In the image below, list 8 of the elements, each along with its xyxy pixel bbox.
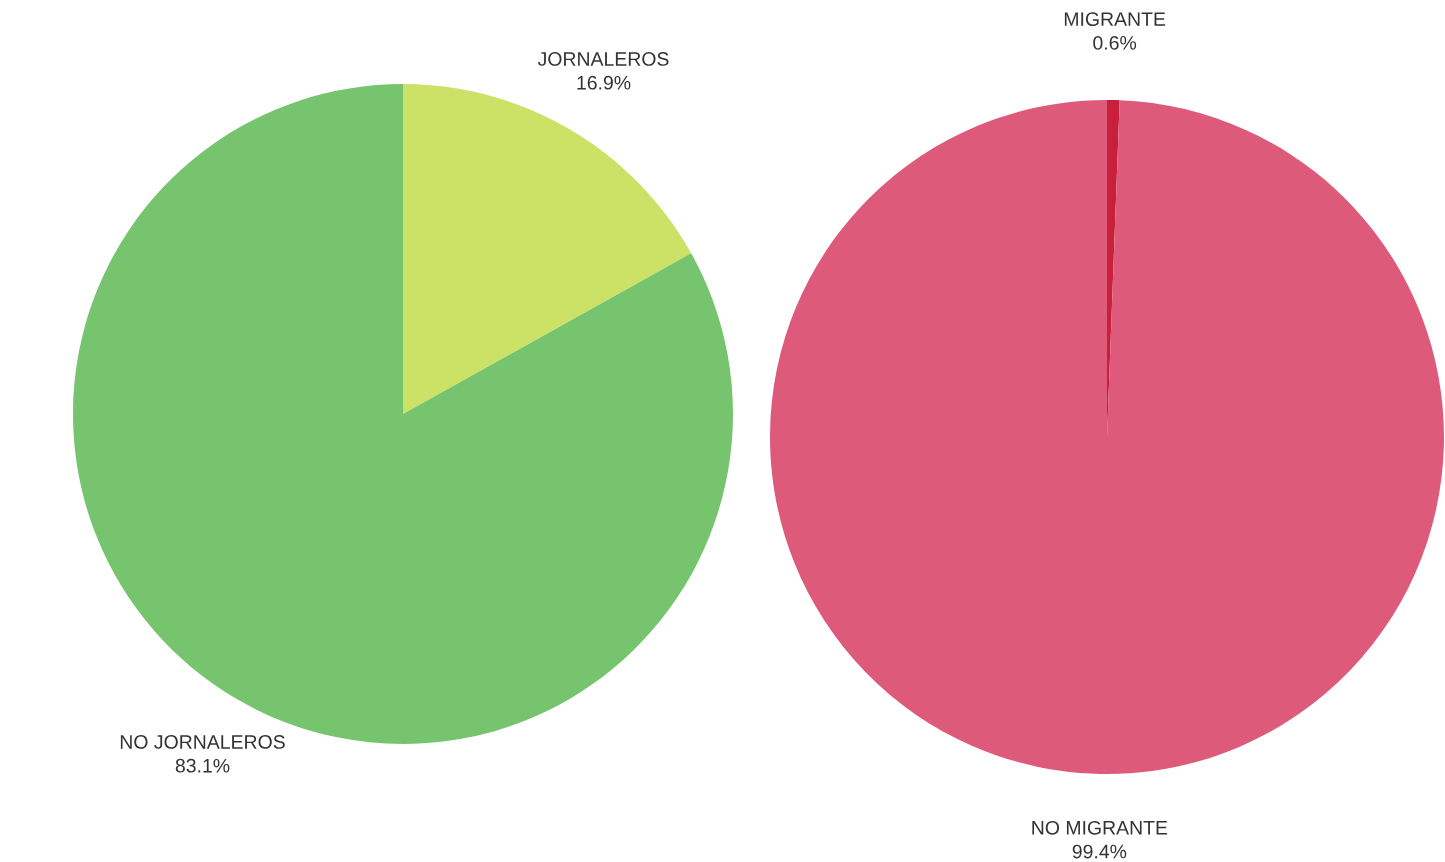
slice-label: MIGRANTE (1064, 12, 1166, 27)
data-label: 83.1% (175, 758, 230, 773)
slice-label: NO MIGRANTE (1032, 820, 1168, 835)
data-label: 0.6% (1093, 36, 1137, 50)
slice-label: NO JORNALEROS (120, 735, 285, 749)
data-label: 99.4% (1072, 844, 1127, 859)
data-label: 16.9% (577, 75, 631, 90)
slice-label: JORNALEROS (537, 52, 669, 66)
